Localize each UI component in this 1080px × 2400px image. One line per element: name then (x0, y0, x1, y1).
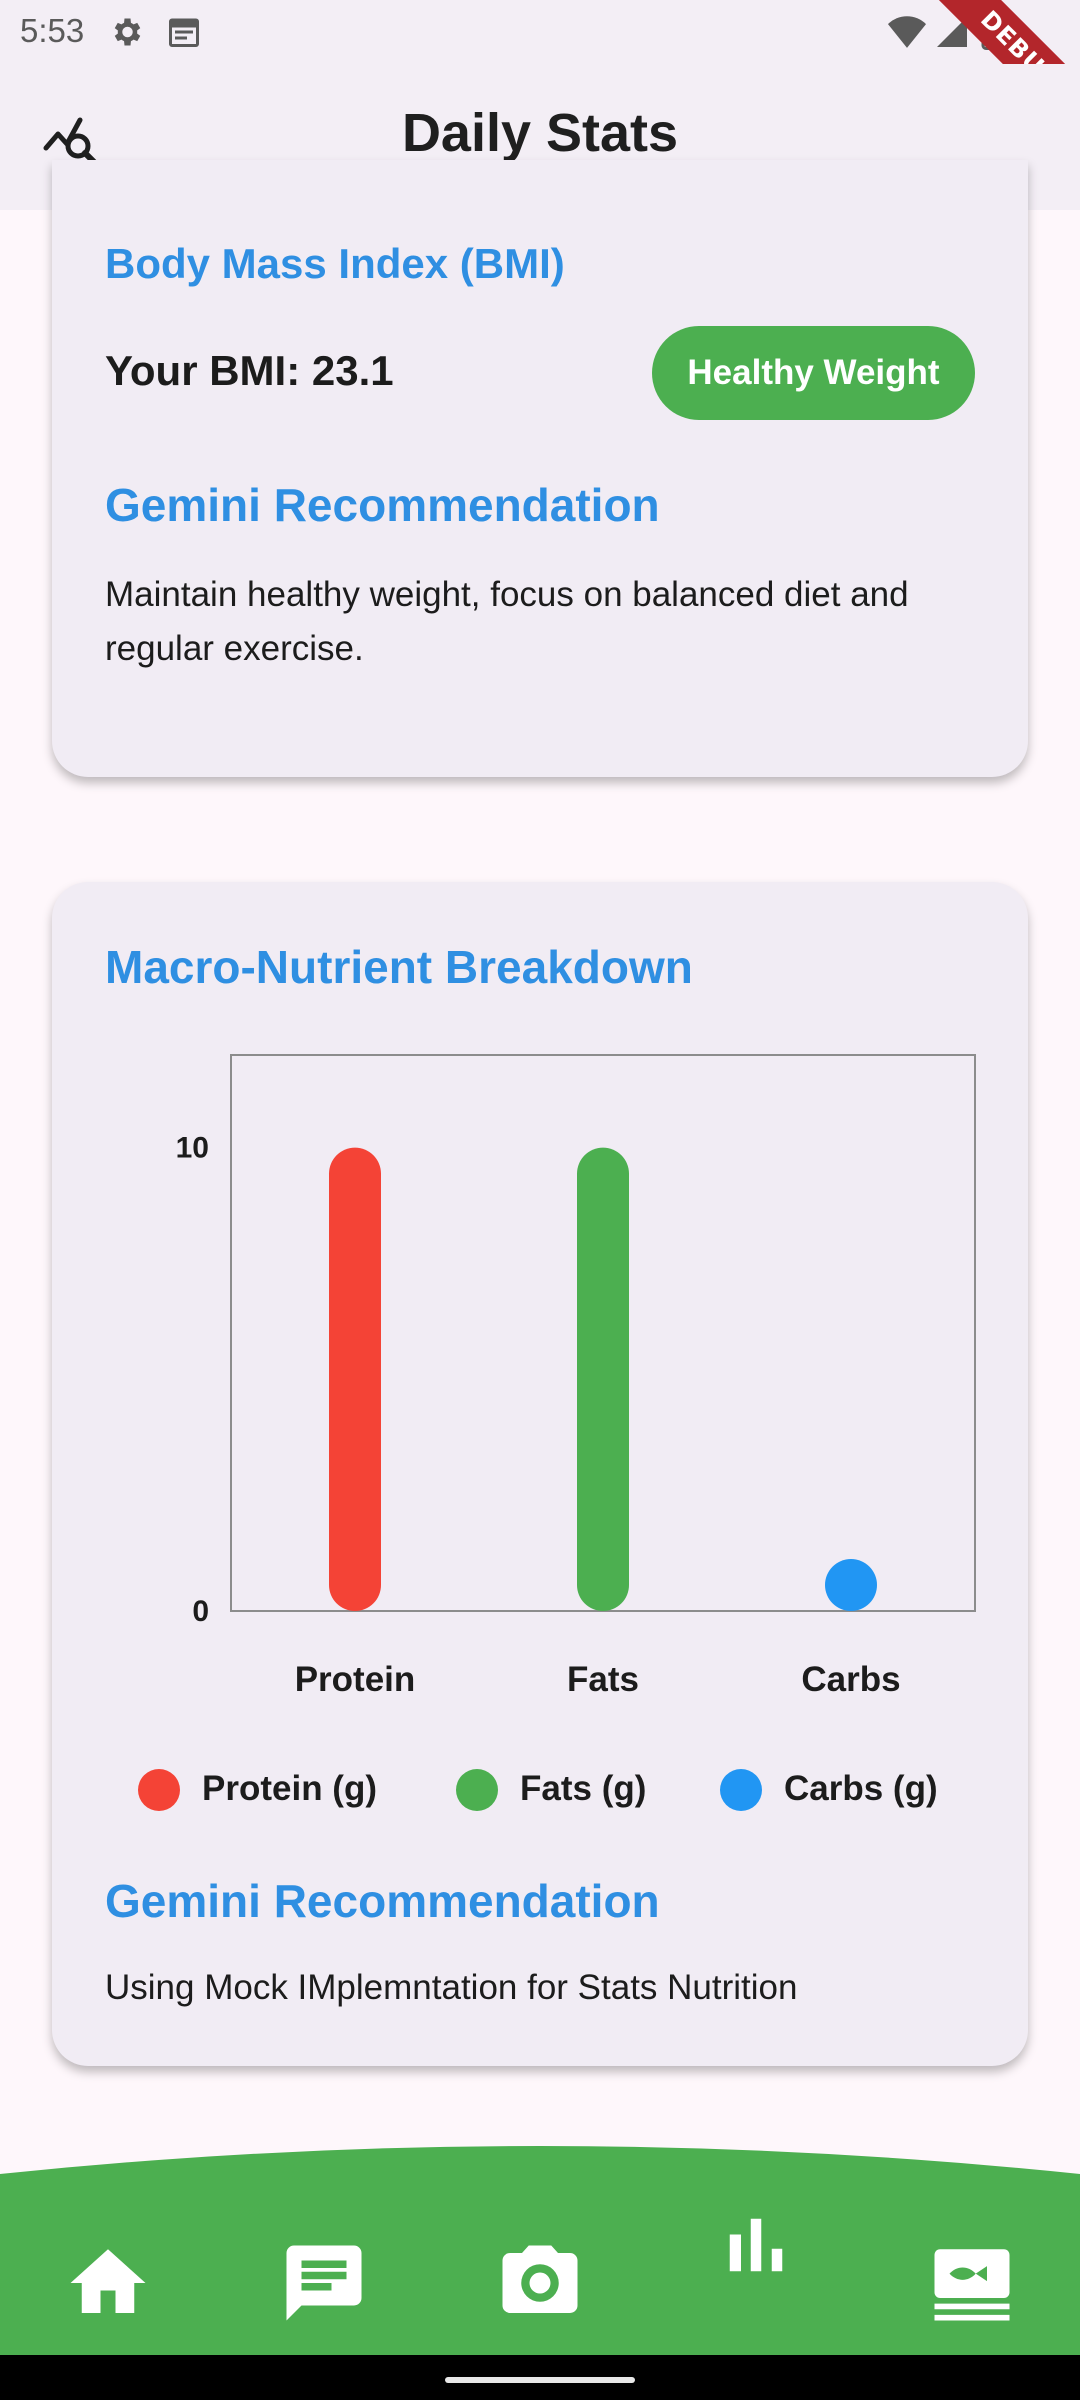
legend-label-protein: Protein (g) (202, 1769, 377, 1808)
bmi-recommendation-text: Maintain healthy weight, focus on balanc… (105, 575, 909, 668)
page-title: Daily Stats (401, 103, 679, 163)
y-tick-label: 0 (192, 1595, 209, 1628)
bar-protein (329, 1147, 381, 1611)
bar-carbs (825, 1559, 877, 1611)
status-time: 5:53 (20, 12, 85, 49)
x-tick-label-fats: Fats (567, 1660, 639, 1699)
status-bar: 5:53 DEBUG (0, 0, 1080, 158)
nav-food-button[interactable] (927, 2238, 1017, 2328)
nav-home-button[interactable] (63, 2238, 153, 2328)
bottom-navigation (0, 2140, 1080, 2360)
signal-icon (934, 14, 970, 55)
nav-camera-button[interactable] (495, 2238, 585, 2328)
food-icon (934, 2249, 1010, 2321)
x-tick-label-protein: Protein (295, 1660, 416, 1699)
camera-icon (502, 2245, 578, 2313)
macro-recommendation-text: Using Mock IMplemntation for Stats Nutri… (105, 1968, 798, 2007)
home-gesture-handle[interactable] (445, 2377, 635, 2383)
nav-chat-button[interactable] (279, 2238, 369, 2328)
bmi-value: Your BMI: 23.1 (105, 347, 394, 394)
macro-bar-chart: 0 10 Protein Fats Carbs (176, 1054, 976, 1699)
bmi-category-badge: Healthy Weight (652, 326, 975, 420)
y-tick-label: 10 (176, 1132, 209, 1165)
bar-chart-icon (729, 2218, 783, 2272)
nav-stats-button[interactable] (711, 2200, 801, 2290)
trend-search-button[interactable] (40, 108, 106, 174)
query-stats-icon (43, 117, 99, 167)
macro-card: Macro-Nutrient Breakdown 0 10 Protein Fats C… (52, 882, 1028, 2066)
x-tick-label-carbs: Carbs (801, 1660, 900, 1699)
macro-card-title: Macro-Nutrient Breakdown (105, 941, 693, 993)
wifi-icon (888, 14, 926, 55)
home-icon (70, 2249, 146, 2313)
macro-recommendation-title: Gemini Recommendation (105, 1875, 660, 1927)
bmi-card-title: Body Mass Index (BMI) (105, 240, 565, 287)
bar-fats (577, 1147, 629, 1611)
legend-dot-carbs (720, 1769, 762, 1811)
bmi-recommendation-title: Gemini Recommendation (105, 479, 660, 531)
calendar-icon (166, 14, 202, 55)
chat-icon (286, 2245, 362, 2321)
settings-icon (108, 14, 144, 55)
legend-dot-fats (456, 1769, 498, 1811)
legend-label-fats: Fats (g) (520, 1769, 647, 1808)
system-gesture-bar (0, 2355, 1080, 2400)
bmi-card: Body Mass Index (BMI) Your BMI: 23.1 Hea… (52, 160, 1028, 777)
legend-dot-protein (138, 1769, 180, 1811)
legend-label-carbs: Carbs (g) (784, 1769, 938, 1808)
